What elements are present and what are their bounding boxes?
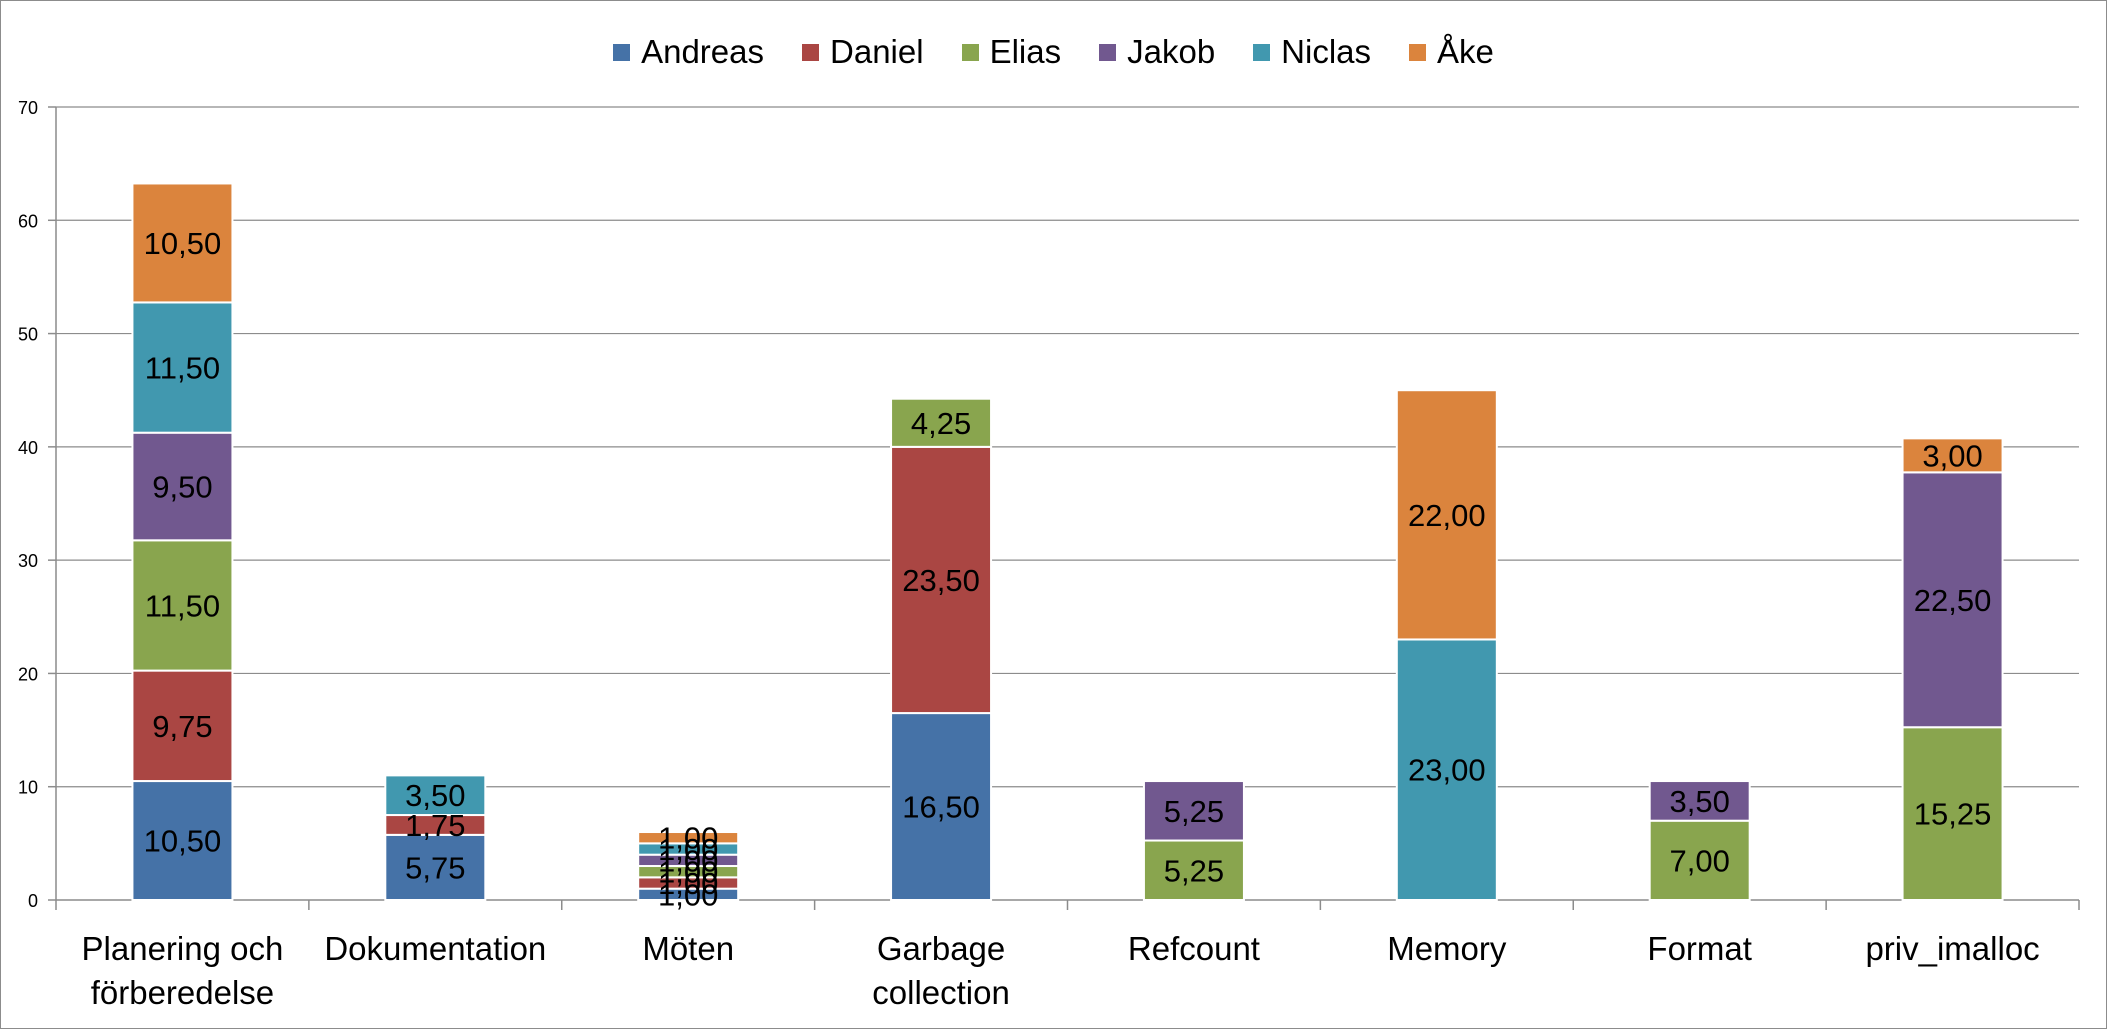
data-label: 1,00 [658,877,718,912]
legend-swatch [613,43,631,61]
legend-label: Jakob [1127,33,1216,70]
data-label: 7,00 [1670,843,1730,878]
bar-niclas-dokumentation [384,774,487,817]
bar-åke-memory [1395,389,1498,641]
data-label: 22,00 [1408,498,1486,533]
bar-elias-priv-imalloc [1901,726,2004,901]
bar-jakob-planering-och-förberedelse [131,431,234,542]
data-label: 23,00 [1408,753,1486,788]
legend-swatch [961,43,979,61]
bar-elias-garbage-collection [890,397,993,448]
bar-elias-planering-och-förberedelse [131,539,234,672]
x-category-label: förberedelse [91,974,274,1011]
data-label: 5,25 [1164,794,1224,829]
data-label: 4,25 [911,406,971,441]
bar-daniel-planering-och-förberedelse [131,669,234,783]
legend-item-daniel: Daniel [802,33,924,71]
data-label: 11,50 [145,351,220,386]
y-tick-label: 50 [18,325,38,345]
y-tick-label: 20 [18,664,38,684]
x-category-label: Format [1647,930,1752,967]
bar-åke-priv-imalloc [1901,437,2004,474]
data-label: 5,25 [1164,853,1224,888]
bar-åke-planering-och-förberedelse [131,182,234,304]
data-label: 9,50 [152,470,212,505]
legend-item-jakob: Jakob [1099,33,1215,71]
data-label: 5,75 [405,850,465,885]
data-label: 3,50 [1670,784,1730,819]
bar-andreas-dokumentation [384,833,487,901]
bar-niclas-planering-och-förberedelse [131,301,234,434]
x-category-label: Garbage [877,930,1005,967]
data-label: 1,00 [658,821,718,856]
y-tick-label: 60 [18,211,38,231]
data-label: 3,50 [405,778,465,813]
bar-elias-refcount [1142,839,1245,902]
y-tick-label: 40 [18,438,38,458]
data-label: 16,50 [902,790,980,825]
x-category-label: Refcount [1128,930,1260,967]
data-label: 9,75 [152,709,212,744]
legend-label: Niclas [1281,33,1372,70]
data-label: 1,00 [658,866,718,901]
bar-andreas-garbage-collection [890,712,993,901]
data-label: 10,50 [144,824,222,859]
y-tick-label: 70 [18,98,38,118]
x-category-label: priv_imalloc [1865,930,2039,967]
y-tick-label: 0 [28,891,38,911]
data-label: 10,50 [144,226,222,261]
legend-item-niclas: Niclas [1253,33,1371,71]
legend-item-andreas: Andreas [613,33,764,71]
data-label: 1,75 [405,808,465,843]
data-label: 23,50 [902,563,980,598]
data-label: 22,50 [1914,583,1992,618]
x-category-label: collection [872,974,1010,1011]
bar-elias-format [1648,819,1751,902]
legend-swatch [1099,43,1117,61]
x-category-label: Möten [642,930,734,967]
y-tick-label: 30 [18,551,38,571]
legend-label: Daniel [830,33,924,70]
data-label: 11,50 [145,588,220,623]
bar-daniel-garbage-collection [890,445,993,715]
legend: Andreas Daniel Elias Jakob Niclas Åke [0,28,2107,76]
y-tick-label: 10 [18,778,38,798]
legend-item-åke: Åke [1409,33,1494,71]
legend-label: Åke [1437,33,1494,70]
x-category-label: Memory [1387,930,1507,967]
bar-jakob-refcount [1142,780,1245,842]
data-label: 1,00 [658,832,718,867]
data-label: 15,25 [1914,797,1992,832]
data-label: 1,00 [658,843,718,878]
bar-åke-möten [637,831,740,845]
bar-andreas-planering-och-förberedelse [131,780,234,901]
data-label: 1,00 [658,855,718,890]
legend-item-elias: Elias [961,33,1062,71]
legend-swatch [1409,43,1427,61]
x-category-label: Planering och [82,930,284,967]
legend-swatch [1253,43,1271,61]
bar-jakob-priv-imalloc [1901,471,2004,729]
legend-label: Andreas [641,33,765,70]
x-category-label: Dokumentation [324,930,546,967]
data-label: 3,00 [1922,438,1982,473]
bar-jakob-format [1648,780,1751,822]
legend-label: Elias [989,33,1062,70]
legend-swatch [802,43,820,61]
